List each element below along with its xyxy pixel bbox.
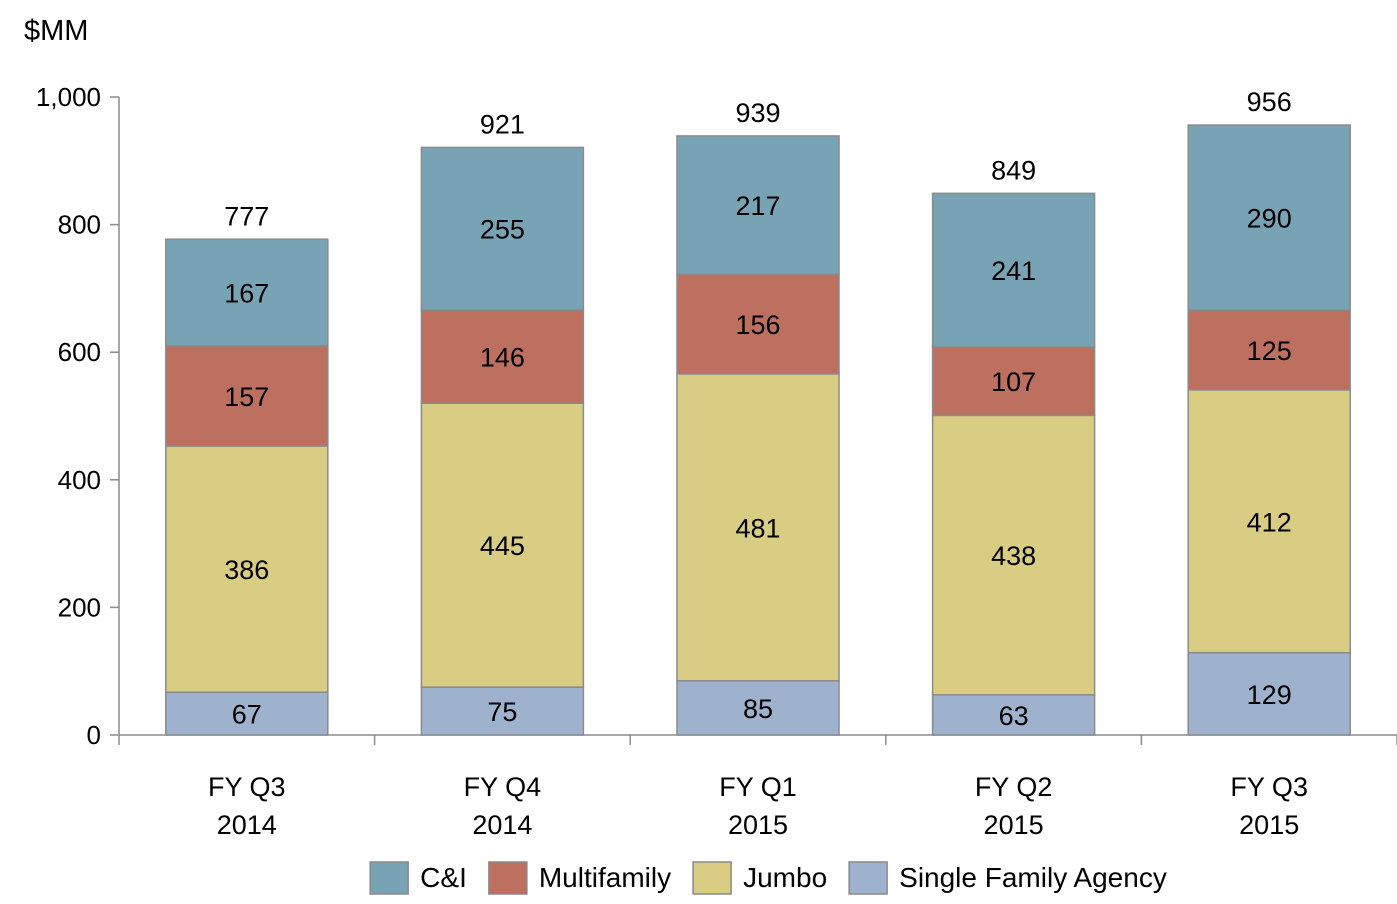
segment-value-label: 63 bbox=[999, 701, 1029, 731]
x-category-label: FY Q1 bbox=[719, 772, 797, 802]
x-category-label: 2015 bbox=[728, 810, 788, 840]
bar-segment bbox=[676, 273, 840, 375]
bar-segment bbox=[931, 694, 1096, 736]
segment-value-label: 157 bbox=[224, 382, 269, 412]
legend-swatch bbox=[692, 861, 732, 895]
bar-segment bbox=[165, 238, 329, 347]
legend-label: Single Family Agency bbox=[899, 862, 1167, 893]
total-value-label: 921 bbox=[480, 109, 525, 139]
segment-value-label: 445 bbox=[480, 531, 525, 561]
y-tick-label: 200 bbox=[58, 592, 101, 622]
legend-label: Jumbo bbox=[743, 862, 827, 893]
data-labels: 67 386 157 167 777 75 445 146 255 921 85 481 156 217 9… bbox=[224, 87, 1291, 731]
bar-segment bbox=[420, 686, 585, 736]
y-tick-label: 600 bbox=[58, 337, 101, 367]
segment-value-label: 125 bbox=[1247, 336, 1292, 366]
segment-value-label: 412 bbox=[1247, 507, 1292, 537]
segment-value-label: 255 bbox=[480, 215, 525, 245]
total-value-label: 849 bbox=[991, 155, 1036, 185]
bar-segment bbox=[420, 402, 585, 688]
bar-segment bbox=[931, 414, 1096, 696]
bar-segment bbox=[1187, 124, 1351, 311]
bar-segment bbox=[1187, 389, 1351, 654]
segment-value-label: 386 bbox=[224, 555, 269, 585]
x-category-label: FY Q3 bbox=[208, 772, 286, 802]
segment-value-label: 241 bbox=[991, 256, 1036, 286]
legend-swatch bbox=[488, 861, 528, 895]
segment-value-label: 481 bbox=[735, 513, 780, 543]
y-tick-label: 800 bbox=[58, 210, 101, 240]
bar-segment bbox=[1187, 309, 1351, 391]
y-unit-label: $MM bbox=[24, 15, 88, 47]
x-category-label: 2014 bbox=[472, 810, 532, 840]
bar-segment bbox=[676, 373, 840, 682]
total-value-label: 956 bbox=[1247, 87, 1292, 117]
segment-value-label: 217 bbox=[735, 191, 780, 221]
legend-label: Multifamily bbox=[539, 862, 671, 893]
bar-segment bbox=[420, 146, 585, 311]
segment-value-label: 156 bbox=[735, 310, 780, 340]
x-category-label: 2015 bbox=[1239, 810, 1299, 840]
segment-value-label: 146 bbox=[480, 343, 525, 373]
bar-segment bbox=[165, 445, 329, 694]
bar-segment bbox=[1187, 651, 1351, 736]
y-tick-label: 400 bbox=[58, 465, 101, 495]
bar-segment bbox=[165, 691, 329, 736]
bar-segment bbox=[420, 309, 585, 404]
segment-value-label: 85 bbox=[743, 694, 773, 724]
bar-segment bbox=[931, 192, 1096, 348]
legend-label: C&I bbox=[420, 862, 467, 893]
segment-value-label: 129 bbox=[1247, 680, 1292, 710]
y-tick-label: 1,000 bbox=[36, 82, 101, 112]
total-value-label: 939 bbox=[735, 98, 780, 128]
segment-value-label: 438 bbox=[991, 541, 1036, 571]
legend-swatch bbox=[369, 861, 409, 895]
legend: C&I Multifamily Jumbo Single Family Agency bbox=[369, 861, 1167, 895]
segment-value-label: 107 bbox=[991, 367, 1036, 397]
segment-value-label: 290 bbox=[1247, 204, 1292, 234]
x-category-label: FY Q4 bbox=[464, 772, 542, 802]
bars bbox=[165, 124, 1351, 736]
segment-value-label: 167 bbox=[224, 279, 269, 309]
bar-segment bbox=[676, 135, 840, 276]
x-category-label: 2015 bbox=[984, 810, 1044, 840]
axes: 0 200 400 600 800 1,000 FY Q3 2014 FY Q4 2014 FY Q… bbox=[36, 82, 1397, 840]
x-category-label: 2014 bbox=[217, 810, 277, 840]
legend-swatch bbox=[848, 861, 888, 895]
segment-value-label: 75 bbox=[487, 697, 517, 727]
x-category-label: FY Q3 bbox=[1230, 772, 1308, 802]
bar-segment bbox=[165, 345, 329, 447]
total-value-label: 777 bbox=[224, 201, 269, 231]
y-tick-label: 0 bbox=[87, 720, 101, 750]
x-category-label: FY Q2 bbox=[975, 772, 1053, 802]
bar-segment bbox=[931, 346, 1096, 417]
segment-value-label: 67 bbox=[232, 700, 262, 730]
